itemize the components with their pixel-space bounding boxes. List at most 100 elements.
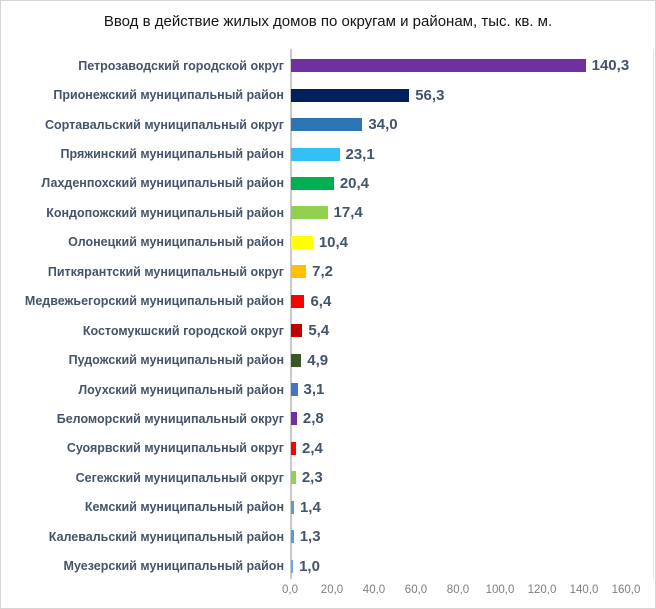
bar-zone: 2,3 (284, 469, 655, 486)
bar-row: Кемский муниципальный район 1,4 (1, 493, 655, 522)
bar (291, 471, 296, 485)
bar-row: Прионежский муниципальный район 56,3 (1, 80, 655, 109)
value-label: 2,8 (302, 410, 324, 428)
bar-zone: 1,4 (284, 499, 655, 516)
bar-row: Сегежский муниципальный округ 2,3 (1, 463, 655, 492)
category-label: Пудожский муниципальный район (68, 353, 284, 368)
value-label: 23,1 (345, 145, 375, 163)
category-label: Костомукшский городской округ (82, 323, 284, 338)
category-label: Лахденпохский муниципальный район (41, 176, 284, 191)
bar-zone: 2,4 (284, 440, 655, 457)
x-tick-label: 60,0 (404, 584, 428, 596)
bar (291, 265, 307, 279)
bar-zone: 7,2 (284, 263, 655, 280)
value-label: 2,3 (301, 469, 323, 487)
category-label: Кемский муниципальный район (84, 500, 284, 515)
bar (291, 147, 340, 161)
value-label: 1,0 (299, 557, 320, 575)
bar-row: Пудожский муниципальный район 4,9 (1, 345, 655, 374)
category-label: Кондопожский муниципальный район (46, 205, 284, 220)
value-label: 7,2 (312, 263, 333, 281)
category-label: Питкярантский муниципальный округ (47, 264, 284, 279)
bar-zone: 23,1 (284, 146, 655, 163)
bar-zone: 56,3 (284, 87, 655, 104)
bar-zone: 5,4 (284, 322, 655, 339)
bar (291, 235, 313, 249)
x-tick-label: 140,0 (569, 584, 599, 596)
value-label: 3,1 (303, 381, 325, 399)
bar-row: Питкярантский муниципальный округ 7,2 (1, 257, 655, 286)
value-label: 6,4 (310, 292, 332, 310)
bar (291, 412, 297, 426)
bar-zone: 34,0 (284, 116, 655, 133)
bar (291, 383, 298, 397)
x-tick-label: 40,0 (362, 584, 386, 596)
bar-row: Лоухский муниципальный район 3,1 (1, 375, 655, 404)
bar-row: Лахденпохский муниципальный район 20,4 (1, 169, 655, 198)
bar-row: Петрозаводский городской округ 140,3 (1, 51, 655, 80)
bar-zone: 20,4 (284, 175, 655, 192)
category-label: Муезерский муниципальный район (63, 559, 284, 574)
value-label: 10,4 (318, 233, 349, 251)
x-axis: 0,0 20,0 40,0 60,0 80,0 100,0 120,0 140,0 160,0 (1, 584, 655, 600)
category-label: Пряжинский муниципальный район (60, 147, 285, 162)
bar (291, 176, 334, 190)
x-tick-label: 0,0 (282, 584, 298, 596)
bar (291, 88, 410, 102)
chart-title: Ввод в действие жилых домов по округам и… (103, 13, 553, 30)
bar (291, 118, 363, 132)
bar-row: Беломорский муниципальный округ 2,8 (1, 404, 655, 433)
bar-zone: 140,3 (284, 57, 655, 74)
bar (291, 59, 586, 73)
bar-row: Пряжинский муниципальный район 23,1 (1, 139, 655, 168)
bar-zone: 10,4 (284, 234, 655, 251)
value-label: 56,3 (415, 86, 445, 104)
category-label: Лоухский муниципальный район (78, 382, 284, 397)
value-label: 17,4 (333, 204, 363, 222)
value-label: 1,4 (299, 498, 321, 516)
bar-row: Медвежьегорский муниципальный район 6,4 (1, 287, 655, 316)
x-tick-label: 120,0 (527, 584, 557, 596)
bar-zone: 1,0 (284, 558, 655, 575)
bar-zone: 17,4 (284, 204, 655, 221)
bar (291, 324, 303, 338)
value-label: 140,3 (591, 57, 630, 75)
bar (291, 206, 328, 220)
category-label: Прионежский муниципальный район (53, 88, 284, 103)
x-tick-label: 20,0 (320, 584, 344, 596)
category-label: Олонецкий муниципальный район (68, 235, 284, 250)
plot-right-border (653, 49, 654, 579)
value-label: 2,4 (302, 439, 323, 457)
category-axis-line (290, 49, 292, 579)
bar-row: Калевальский муниципальный район 1,3 (1, 522, 655, 551)
value-label: 5,4 (308, 322, 330, 340)
bar (291, 441, 297, 455)
value-label: 34,0 (368, 116, 398, 134)
category-label: Медвежьегорский муниципальный район (24, 294, 284, 309)
x-tick-label: 160,0 (611, 584, 641, 596)
bar-zone: 3,1 (284, 381, 655, 398)
value-label: 1,3 (299, 528, 321, 546)
bar-row: Костомукшский городской округ 5,4 (1, 316, 655, 345)
bar-row: Суоярвский муниципальный округ 2,4 (1, 434, 655, 463)
x-tick-label: 100,0 (485, 584, 515, 596)
bar (291, 530, 294, 544)
bar-zone: 6,4 (284, 293, 655, 310)
bars-container: Петрозаводский городской округ 140,3 Прион… (1, 51, 655, 581)
category-label: Сегежский муниципальный округ (75, 470, 284, 485)
bar (291, 353, 302, 367)
category-label: Сортавальский муниципальный округ (44, 117, 284, 132)
value-label: 20,4 (339, 174, 370, 192)
category-label: Калевальский муниципальный район (48, 529, 284, 544)
value-label: 4,9 (307, 351, 329, 369)
bar-zone: 2,8 (284, 410, 655, 427)
bar-zone: 1,3 (284, 528, 655, 545)
bar-row: Сортавальский муниципальный округ 34,0 (1, 110, 655, 139)
category-label: Беломорский муниципальный округ (56, 411, 284, 426)
bar (291, 294, 305, 308)
bar (291, 559, 294, 573)
bar-row: Кондопожский муниципальный район 17,4 (1, 198, 655, 227)
bar-row: Олонецкий муниципальный район 10,4 (1, 228, 655, 257)
category-label: Петрозаводский городской округ (78, 58, 284, 73)
